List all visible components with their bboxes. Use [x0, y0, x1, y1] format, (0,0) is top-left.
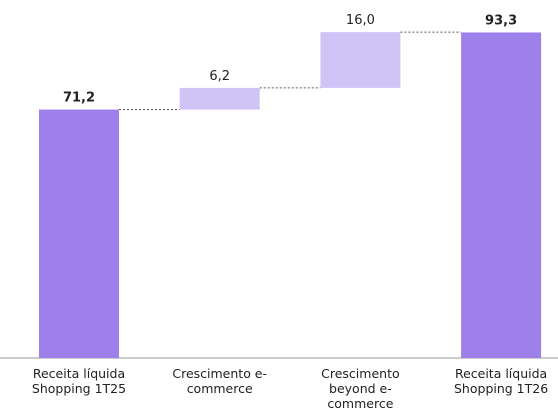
- category-label: Receita líquida Shopping 1T25: [31, 366, 127, 396]
- bar: [461, 32, 542, 358]
- value-label: 93,3: [485, 13, 517, 28]
- bar: [320, 32, 401, 88]
- value-label: 6,2: [209, 69, 230, 84]
- category-label: Crescimento e-commerce: [172, 366, 268, 396]
- bar: [179, 87, 260, 110]
- value-label: 16,0: [346, 13, 375, 28]
- bar: [39, 109, 119, 358]
- category-label: Receita líquida Shopping 1T26: [454, 366, 549, 396]
- value-label: 71,2: [63, 91, 95, 106]
- category-label: Crescimento beyond e-commerce: [321, 366, 400, 411]
